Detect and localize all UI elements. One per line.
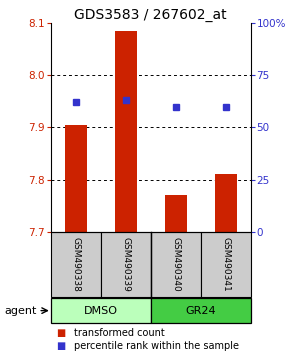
Bar [51, 232, 101, 297]
Bar [64, 125, 87, 232]
Text: GSM490341: GSM490341 [221, 237, 230, 292]
Bar [215, 175, 237, 232]
Text: ■: ■ [57, 328, 66, 338]
Bar [164, 195, 187, 232]
Text: GSM490338: GSM490338 [71, 237, 80, 292]
Bar [201, 232, 251, 297]
Title: GDS3583 / 267602_at: GDS3583 / 267602_at [75, 8, 227, 22]
Text: GSM490340: GSM490340 [171, 237, 180, 292]
Text: agent: agent [4, 306, 37, 316]
Text: GR24: GR24 [186, 306, 216, 316]
Text: percentile rank within the sample: percentile rank within the sample [74, 342, 239, 352]
Bar [151, 298, 251, 324]
Bar [151, 232, 201, 297]
Text: GSM490339: GSM490339 [121, 237, 130, 292]
Bar [51, 298, 151, 324]
Text: transformed count: transformed count [74, 328, 165, 338]
Text: DMSO: DMSO [84, 306, 118, 316]
Bar [101, 232, 151, 297]
Bar [115, 31, 137, 232]
Text: ■: ■ [57, 342, 66, 352]
